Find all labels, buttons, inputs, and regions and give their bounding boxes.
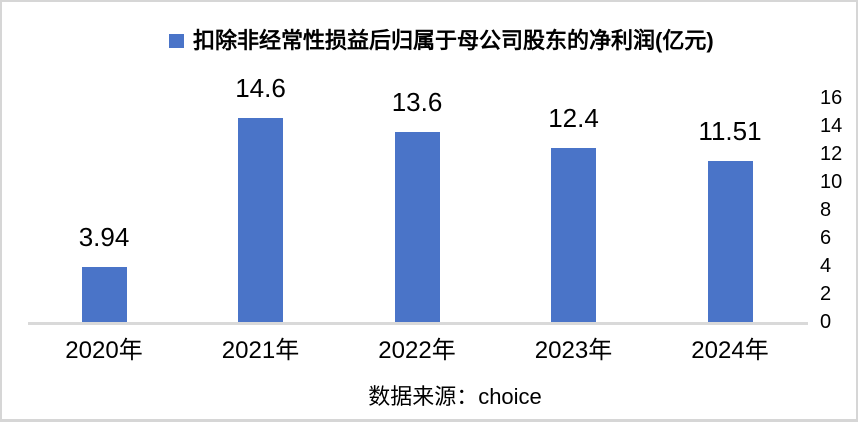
chart-legend: 扣除非经常性损益后归属于母公司股东的净利润(亿元): [169, 27, 714, 55]
bar-2023年: [551, 148, 596, 322]
value-label-2023年: 12.4: [548, 103, 599, 134]
value-label-2020年: 3.94: [78, 221, 130, 252]
y-axis-tick-2: 2: [820, 283, 832, 305]
data-source-caption: 数据来源：choice: [368, 384, 542, 409]
x-axis-label-2021年: 2021年: [221, 337, 300, 364]
value-label-2024年: 11.51: [698, 115, 762, 146]
bar-2021年: [238, 117, 283, 322]
value-label-2022年: 13.6: [391, 86, 443, 117]
legend-marker-icon: [169, 34, 184, 48]
y-axis-tick-10: 10: [820, 171, 843, 193]
y-axis-tick-0: 0: [820, 311, 832, 333]
x-axis-label-2020年: 2020年: [65, 337, 143, 364]
y-axis-tick-6: 6: [820, 227, 832, 249]
x-axis-line: [28, 322, 808, 325]
legend-series-label: 扣除非经常性损益后归属于母公司股东的净利润(亿元): [193, 28, 714, 53]
x-axis-label-2024年: 2024年: [691, 337, 769, 364]
bar-2024年: [707, 160, 753, 322]
x-axis-label-2022年: 2022年: [378, 337, 456, 364]
bar-2020年: [81, 266, 127, 322]
value-label-2021年: 14.6: [235, 72, 286, 103]
y-axis-tick-16: 16: [820, 87, 843, 109]
x-axis-label-2023年: 2023年: [534, 337, 613, 364]
bar-2022年: [394, 131, 440, 322]
y-axis-tick-4: 4: [820, 255, 832, 277]
y-axis-tick-14: 14: [820, 115, 843, 137]
y-axis-tick-12: 12: [820, 143, 843, 165]
y-axis-tick-8: 8: [820, 199, 832, 221]
